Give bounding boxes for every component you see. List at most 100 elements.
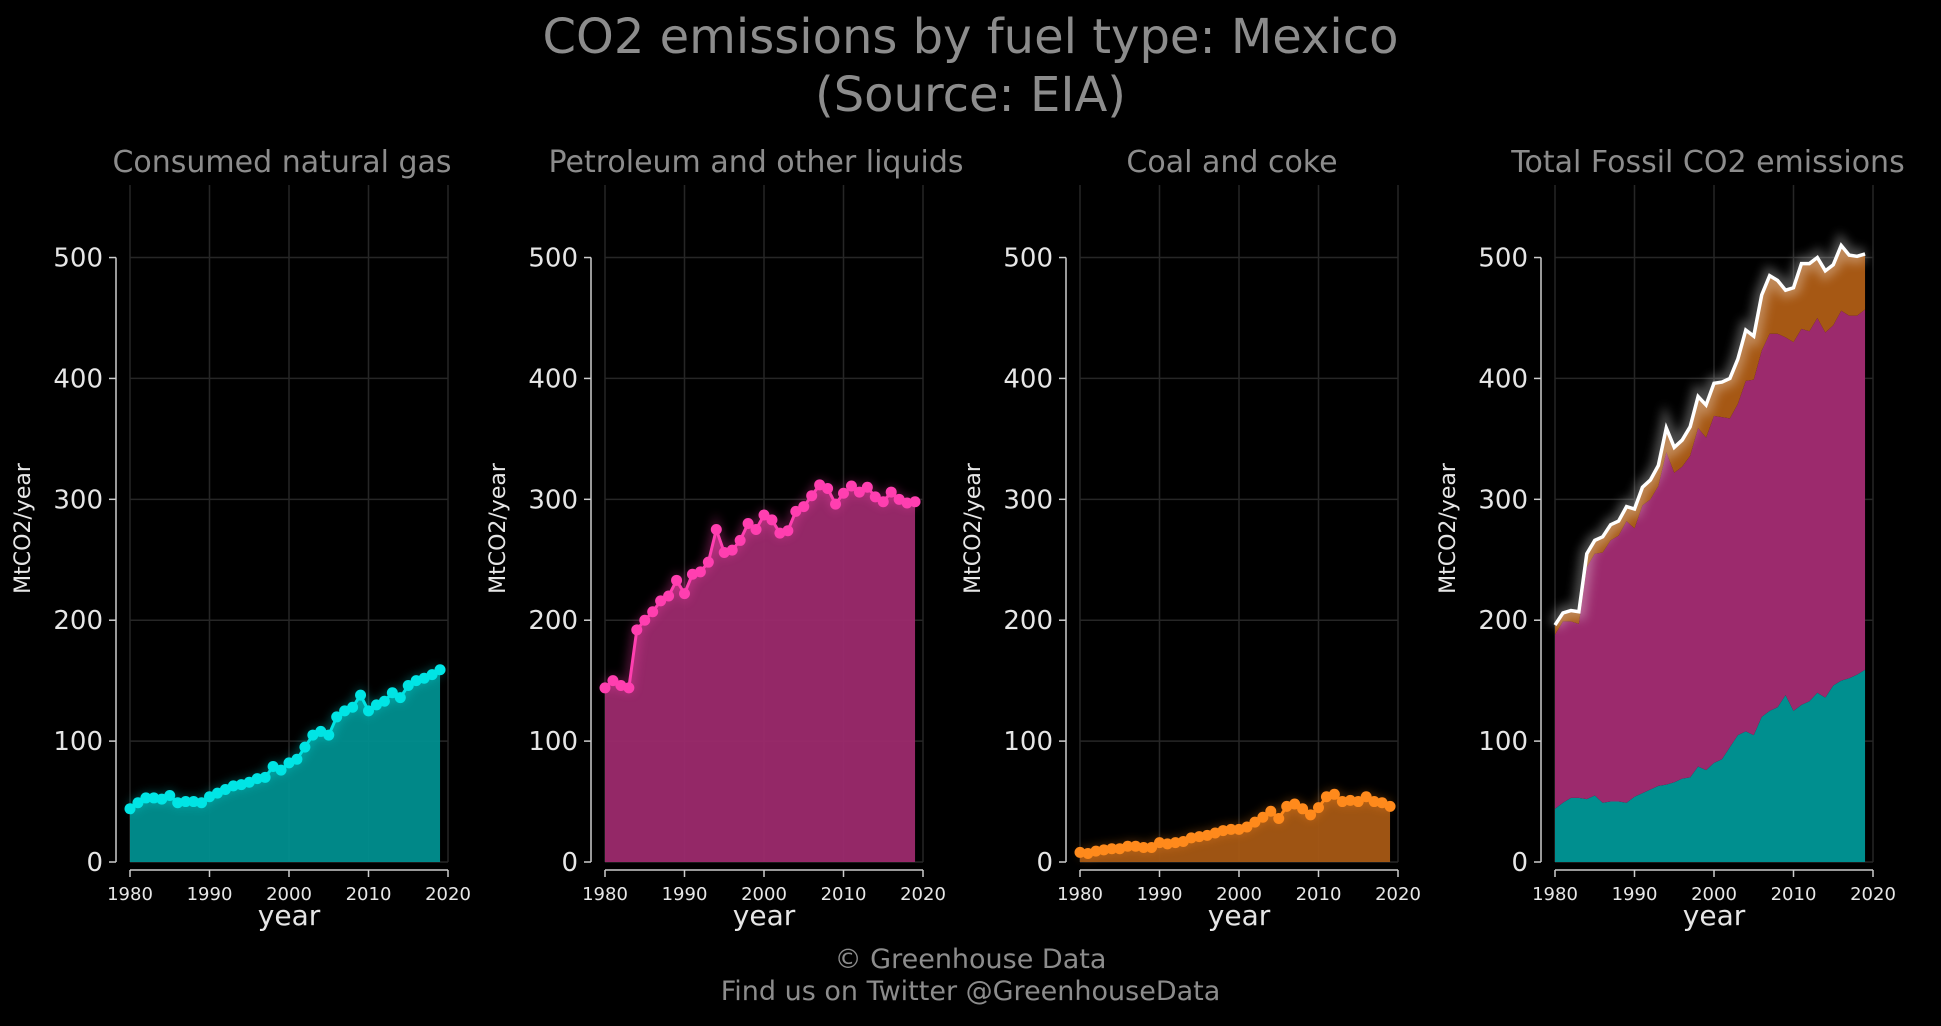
y-axis-label: MtCO2/year <box>11 462 36 594</box>
data-point <box>607 675 619 687</box>
chart-title-block: CO2 emissions by fuel type: Mexico (Sour… <box>0 8 1941 124</box>
data-point <box>663 590 675 602</box>
data-point <box>1352 796 1364 808</box>
data-point <box>132 797 144 809</box>
data-point <box>275 764 287 776</box>
footer: © Greenhouse Data Find us on Twitter @Gr… <box>0 944 1941 1008</box>
data-point <box>758 509 770 521</box>
chart-panel-2: 0 100 200 300 400 500 1980 1990 2000 2010 2020 year… <box>486 145 964 932</box>
data-point <box>822 482 834 494</box>
chart-subtitle: (Source: EIA) <box>814 67 1127 123</box>
data-point <box>845 480 857 492</box>
x-axis-label: year <box>733 899 796 932</box>
y-tick-label: 500 <box>1478 244 1528 274</box>
data-point <box>323 729 335 741</box>
data-point <box>830 498 842 510</box>
total-line <box>1553 242 1866 627</box>
y-tick-label: 500 <box>1003 244 1053 274</box>
data-point <box>299 741 311 753</box>
x-tick-label: 1990 <box>662 884 708 905</box>
data-point <box>806 490 818 502</box>
data-point <box>196 797 208 809</box>
y-tick-label: 300 <box>53 485 103 515</box>
y-tick-label: 300 <box>528 485 578 515</box>
data-point <box>1265 805 1277 817</box>
data-point <box>378 695 390 707</box>
x-tick-label: 2020 <box>1850 884 1896 905</box>
x-tick-label: 2000 <box>1691 884 1737 905</box>
x-tick-label: 1980 <box>1057 884 1103 905</box>
data-point <box>1122 840 1134 852</box>
y-axis-label: MtCO2/year <box>486 462 511 594</box>
x-tick-label: 2010 <box>1296 884 1342 905</box>
data-point <box>331 711 343 723</box>
y-tick-label: 500 <box>528 244 578 274</box>
x-tick-label: 1980 <box>107 884 153 905</box>
panel-title: Total Fossil CO2 emissions <box>1510 145 1904 180</box>
y-tick-label: 0 <box>1036 848 1053 878</box>
y-tick-label: 400 <box>1478 364 1528 394</box>
y-tick-label: 100 <box>528 727 578 757</box>
data-point <box>647 606 659 618</box>
data-point <box>363 705 374 717</box>
x-tick-label: 1990 <box>1137 884 1183 905</box>
y-tick-label: 400 <box>53 364 103 394</box>
y-tick-label: 100 <box>1478 727 1528 757</box>
data-point <box>1249 816 1261 828</box>
x-tick-label: 2010 <box>346 884 392 905</box>
data-point <box>790 505 802 517</box>
stacked-area-coal <box>1555 245 1866 635</box>
chart-panel-3: 0 100 200 300 400 500 1980 1990 2000 2010 2020 year… <box>961 145 1421 932</box>
data-point <box>734 534 746 546</box>
panel-title: Coal and coke <box>1126 145 1337 180</box>
data-point <box>1241 821 1253 833</box>
data-point <box>671 574 683 586</box>
y-tick-label: 100 <box>53 727 103 757</box>
panel-title: Consumed natural gas <box>112 145 451 180</box>
panel-title: Petroleum and other liquids <box>548 145 963 180</box>
y-tick-label: 300 <box>1478 485 1528 515</box>
data-point <box>853 486 865 498</box>
data-point <box>1305 809 1317 821</box>
y-axis-label: MtCO2/year <box>961 462 986 594</box>
chart-panel-4: 0 100 200 300 400 500 1980 1990 2000 2010 2020 year… <box>1436 145 1905 932</box>
x-tick-label: 1980 <box>582 884 628 905</box>
data-point <box>1106 843 1118 855</box>
data-point <box>861 481 873 493</box>
y-tick-label: 100 <box>1003 727 1053 757</box>
data-point <box>124 803 136 815</box>
data-point <box>631 624 643 636</box>
data-point <box>386 687 398 699</box>
chart-panel-1: 0 100 200 300 400 500 1980 1990 2000 2010 2020 year… <box>11 145 471 932</box>
data-point <box>1273 812 1285 824</box>
data-point <box>909 496 921 508</box>
x-tick-label: 2000 <box>266 884 312 905</box>
data-point <box>623 682 635 694</box>
data-point <box>1225 823 1237 835</box>
data-point <box>1289 798 1301 810</box>
data-point <box>639 614 651 626</box>
x-tick-label: 2020 <box>900 884 946 905</box>
data-point <box>355 689 367 701</box>
data-point <box>402 679 414 691</box>
data-point <box>347 701 359 713</box>
area-fill <box>605 484 916 862</box>
data-point <box>694 566 706 578</box>
x-tick-label: 2000 <box>741 884 787 905</box>
y-tick-label: 0 <box>86 848 103 878</box>
x-tick-label: 2000 <box>1216 884 1262 905</box>
data-point <box>798 501 810 513</box>
x-tick-label: 2010 <box>821 884 867 905</box>
x-tick-label: 2020 <box>1375 884 1421 905</box>
x-tick-label: 2010 <box>1771 884 1817 905</box>
data-point <box>1297 803 1309 815</box>
data-point <box>1384 800 1396 812</box>
x-tick-label: 1990 <box>1612 884 1658 905</box>
x-axis-label: year <box>1683 899 1746 932</box>
data-point <box>750 524 762 536</box>
data-point <box>877 496 889 508</box>
data-point <box>1360 791 1372 803</box>
y-tick-label: 200 <box>1003 606 1053 636</box>
data-point <box>885 486 897 498</box>
